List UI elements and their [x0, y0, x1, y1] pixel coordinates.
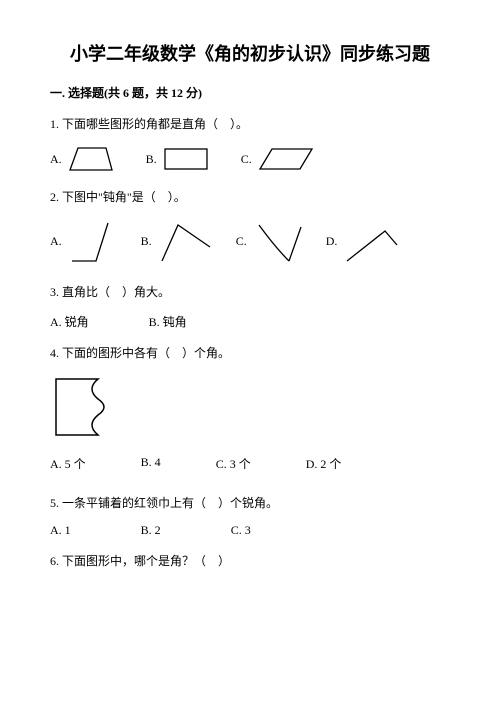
- angle-c-icon: [251, 217, 306, 265]
- angle-a-icon: [66, 217, 121, 265]
- q4-shape-icon: [50, 373, 120, 443]
- q1-label-a: A.: [50, 152, 62, 167]
- question-2: 2. 下图中"钝角"是（ ）。: [50, 188, 450, 207]
- q2-label-a: A.: [50, 234, 62, 249]
- q1-option-c: C.: [241, 144, 316, 174]
- q1-option-b: B.: [146, 144, 211, 174]
- parallelogram-icon: [256, 144, 316, 174]
- section-header: 一. 选择题(共 6 题，共 12 分): [50, 84, 450, 101]
- question-5: 5. 一条平铺着的红领巾上有（ ）个锐角。: [50, 494, 450, 513]
- q4-option-c: C. 3 个: [216, 455, 251, 472]
- q2-label-b: B.: [141, 234, 152, 249]
- q4-option-d: D. 2 个: [306, 455, 342, 472]
- q1-options: A. B. C.: [50, 144, 450, 174]
- q2-option-d: D.: [326, 217, 402, 265]
- angle-d-icon: [341, 217, 401, 265]
- q2-option-a: A.: [50, 217, 121, 265]
- page-title: 小学二年级数学《角的初步认识》同步练习题: [50, 40, 450, 66]
- q1-label-b: B.: [146, 152, 157, 167]
- q5-option-b: B. 2: [141, 523, 161, 538]
- q1-label-c: C.: [241, 152, 252, 167]
- q1-option-a: A.: [50, 144, 116, 174]
- q4-options: A. 5 个 B. 4 C. 3 个 D. 2 个: [50, 455, 450, 472]
- q4-option-b: B. 4: [141, 455, 161, 472]
- q2-label-c: C.: [236, 234, 247, 249]
- q2-option-c: C.: [236, 217, 306, 265]
- q4-option-a: A. 5 个: [50, 455, 86, 472]
- q3-option-b: B. 钝角: [149, 313, 187, 330]
- q5-option-a: A. 1: [50, 523, 71, 538]
- question-6: 6. 下面图形中，哪个是角？（ ）: [50, 552, 450, 571]
- trapezoid-icon: [66, 144, 116, 174]
- q2-option-b: B.: [141, 217, 216, 265]
- q5-option-c: C. 3: [231, 523, 251, 538]
- q5-options: A. 1 B. 2 C. 3: [50, 523, 450, 538]
- q2-options: A. B. C. D.: [50, 217, 450, 265]
- q3-option-a: A. 锐角: [50, 313, 89, 330]
- q4-figure: [50, 373, 450, 443]
- question-3: 3. 直角比（ ）角大。: [50, 283, 450, 302]
- question-1: 1. 下面哪些图形的角都是直角（ ）。: [50, 115, 450, 134]
- angle-b-icon: [156, 217, 216, 265]
- question-4: 4. 下面的图形中各有（ ）个角。: [50, 344, 450, 363]
- rectangle-icon: [161, 144, 211, 174]
- q3-options: A. 锐角 B. 钝角: [50, 313, 450, 330]
- q2-label-d: D.: [326, 234, 338, 249]
